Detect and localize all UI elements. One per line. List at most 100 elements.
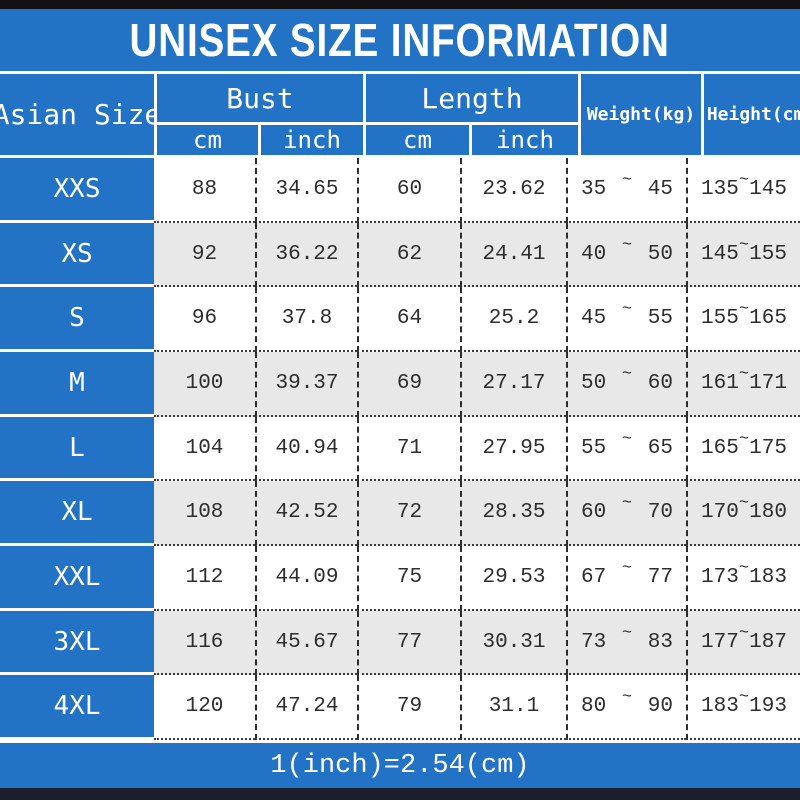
size-cell: XL — [0, 481, 154, 547]
height-cell: 135 ~ 145 — [686, 158, 800, 223]
weight-min: 50 — [581, 371, 607, 395]
header-weight: Weight(kg) — [581, 74, 701, 155]
weight-max: 55 — [647, 307, 673, 331]
length-inch-cell: 27.95 — [460, 416, 566, 482]
weight-min: 73 — [581, 630, 607, 654]
tilde-symbol: ~ — [621, 235, 633, 255]
weight-cell: 50 ~ 60 — [566, 352, 686, 417]
header-asian-size: Asian Size — [0, 74, 161, 155]
height-min: 161 — [701, 371, 739, 395]
height-max: 145 — [749, 177, 787, 201]
height-min: 165 — [701, 436, 739, 460]
tilde-symbol: ~ — [738, 623, 750, 643]
table-row: XXL 112 44.09 75 29.53 67 ~ 77 173 ~ 183 — [0, 546, 800, 611]
tilde-symbol: ~ — [621, 623, 633, 643]
height-max: 183 — [749, 565, 787, 589]
height-min: 170 — [701, 501, 739, 525]
weight-max: 50 — [647, 242, 673, 266]
bottom-black-bar — [0, 788, 800, 800]
length-inch-cell: 25.2 — [460, 287, 566, 353]
tilde-symbol: ~ — [738, 235, 750, 255]
weight-min: 35 — [581, 177, 607, 201]
bust-inch-cell: 39.37 — [255, 352, 357, 417]
weight-min: 40 — [581, 242, 607, 266]
header-length-cm: cm — [366, 125, 469, 155]
weight-max: 77 — [647, 565, 673, 589]
page-title: UNISEX SIZE INFORMATION — [129, 14, 671, 66]
table-row: S 96 37.8 64 25.2 45 ~ 55 155 ~ 165 — [0, 287, 800, 353]
height-min: 177 — [701, 630, 739, 654]
length-inch-cell: 30.31 — [460, 610, 566, 676]
table-row: XS 92 36.22 62 24.41 40 ~ 50 145 ~ 155 — [0, 222, 800, 288]
tilde-symbol: ~ — [738, 364, 750, 384]
length-cm-cell: 69 — [357, 352, 460, 417]
header-bust: Bust — [157, 74, 363, 122]
weight-max: 65 — [647, 436, 673, 460]
height-min: 183 — [701, 695, 739, 719]
header-length: Length — [366, 74, 578, 122]
size-cell: 3XL — [0, 610, 154, 676]
weight-max: 83 — [647, 630, 673, 654]
tilde-symbol: ~ — [621, 364, 633, 384]
length-cm-cell: 71 — [357, 416, 460, 482]
height-min: 135 — [701, 177, 739, 201]
table-row: 4XL 120 47.24 79 31.1 80 ~ 90 183 ~ 193 — [0, 675, 800, 741]
tilde-symbol: ~ — [738, 429, 750, 449]
title-area: UNISEX SIZE INFORMATION — [0, 9, 800, 71]
size-cell: M — [0, 352, 154, 417]
height-max: 165 — [749, 307, 787, 331]
size-cell: 4XL — [0, 675, 154, 741]
table-header: Asian Size Bust Length Weight(kg) Height… — [0, 71, 800, 158]
weight-cell: 35 ~ 45 — [566, 158, 686, 223]
weight-min: 55 — [581, 436, 607, 460]
height-max: 175 — [749, 436, 787, 460]
height-max: 180 — [749, 501, 787, 525]
height-cell: 155 ~ 165 — [686, 287, 800, 353]
weight-cell: 45 ~ 55 — [566, 287, 686, 353]
bust-inch-cell: 45.67 — [255, 610, 357, 676]
length-cm-cell: 72 — [357, 481, 460, 547]
weight-min: 45 — [581, 307, 607, 331]
height-cell: 170 ~ 180 — [686, 481, 800, 547]
weight-cell: 40 ~ 50 — [566, 222, 686, 288]
bust-inch-cell: 37.8 — [255, 287, 357, 353]
bust-cm-cell: 120 — [154, 675, 255, 741]
weight-cell: 60 ~ 70 — [566, 481, 686, 547]
bust-cm-cell: 88 — [154, 158, 255, 223]
size-cell: XXS — [0, 158, 154, 223]
bust-cm-cell: 92 — [154, 222, 255, 288]
tilde-symbol: ~ — [621, 429, 633, 449]
weight-min: 60 — [581, 501, 607, 525]
bust-cm-cell: 100 — [154, 352, 255, 417]
bust-cm-cell: 108 — [154, 481, 255, 547]
top-black-bar — [0, 0, 800, 9]
tilde-symbol: ~ — [621, 688, 633, 708]
table-row: L 104 40.94 71 27.95 55 ~ 65 165 ~ 175 — [0, 416, 800, 482]
weight-cell: 55 ~ 65 — [566, 416, 686, 482]
height-cell: 173 ~ 183 — [686, 546, 800, 611]
tilde-symbol: ~ — [621, 558, 633, 578]
size-cell: XXL — [0, 546, 154, 611]
length-inch-cell: 29.53 — [460, 546, 566, 611]
weight-cell: 73 ~ 83 — [566, 610, 686, 676]
bust-cm-cell: 112 — [154, 546, 255, 611]
weight-max: 70 — [647, 501, 673, 525]
height-cell: 165 ~ 175 — [686, 416, 800, 482]
tilde-symbol: ~ — [621, 170, 633, 190]
bust-inch-cell: 44.09 — [255, 546, 357, 611]
bust-cm-cell: 96 — [154, 287, 255, 353]
bust-inch-cell: 40.94 — [255, 416, 357, 482]
table-row: XL 108 42.52 72 28.35 60 ~ 70 170 ~ 180 — [0, 481, 800, 547]
length-cm-cell: 60 — [357, 158, 460, 223]
footer-area: 1(inch)=2.54(cm) — [0, 740, 800, 788]
weight-cell: 67 ~ 77 — [566, 546, 686, 611]
height-max: 171 — [749, 371, 787, 395]
bust-inch-cell: 36.22 — [255, 222, 357, 288]
header-bust-cm: cm — [157, 125, 258, 155]
size-cell: XS — [0, 222, 154, 288]
length-inch-cell: 31.1 — [460, 675, 566, 741]
header-bust-inch: inch — [261, 125, 363, 155]
tilde-symbol: ~ — [738, 300, 750, 320]
weight-max: 60 — [647, 371, 673, 395]
length-cm-cell: 75 — [357, 546, 460, 611]
